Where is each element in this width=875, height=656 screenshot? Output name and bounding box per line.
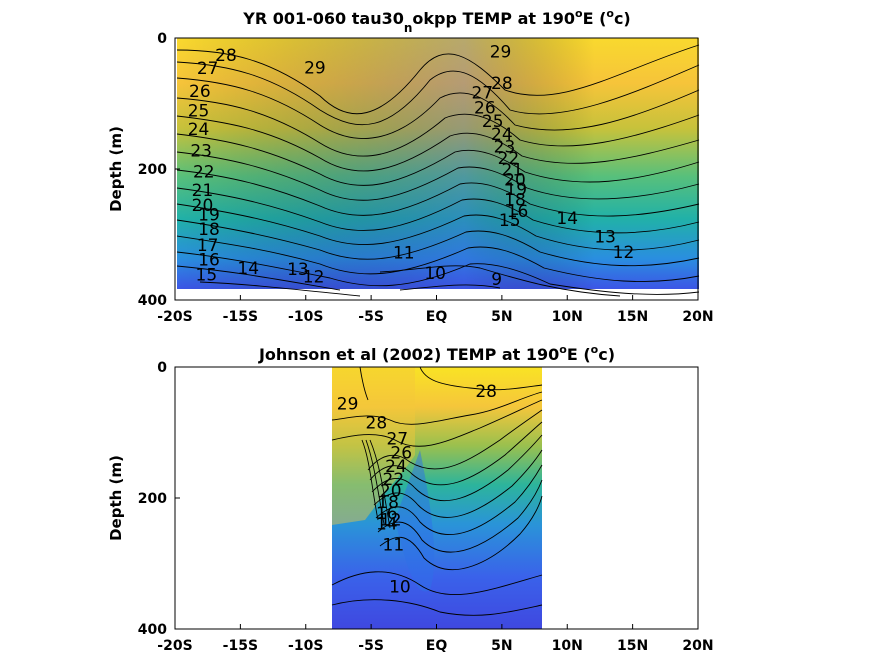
panel-1-xticks: -20S -15S -10S -5S EQ 5N 10N 15N 20N	[157, 295, 714, 325]
contour-label: 27	[386, 429, 408, 449]
x-tick-label: -20S	[157, 309, 192, 325]
contour-label: 10	[424, 264, 446, 284]
contour-label: 22	[498, 149, 520, 169]
x-tick-label: -15S	[223, 309, 258, 325]
panel-2-ylabel: Depth (m)	[107, 455, 125, 541]
contour-label: 29	[337, 395, 359, 415]
contour-label: 20	[192, 196, 214, 216]
y-tick-label: 200	[138, 162, 167, 178]
contour-label: 18	[504, 191, 526, 211]
panel-1-field	[177, 38, 699, 289]
panel-1-ylabel: Depth (m)	[107, 126, 125, 212]
y-tick-label: 200	[138, 491, 167, 507]
contour-label: 21	[502, 161, 524, 181]
contour-label: 24	[491, 125, 513, 145]
panel-2-field	[332, 367, 542, 629]
x-tick-label: -5S	[358, 638, 384, 654]
contour-label: 18	[377, 493, 399, 513]
contour-label: 18	[198, 220, 220, 240]
y-tick-label: 400	[138, 622, 167, 638]
panel-1-yticks: 0 200 400	[138, 31, 180, 309]
contour-label: 11	[393, 244, 415, 264]
contour-label: 26	[189, 82, 211, 102]
x-tick-label: 5N	[491, 638, 512, 654]
panel-2-cold-dome	[395, 450, 435, 592]
panel-2-yticks: 0 200 400	[138, 360, 180, 638]
panel-2-contour-lines	[331, 366, 543, 616]
x-tick-label: 10N	[552, 309, 583, 325]
x-tick-label: 15N	[617, 309, 648, 325]
x-tick-label: -20S	[157, 638, 192, 654]
contour-label: 14	[556, 209, 578, 229]
contour-label: 16	[507, 202, 529, 222]
contour-label: 13	[594, 227, 616, 247]
x-tick-label: 10N	[552, 638, 583, 654]
contour-label: 19	[198, 206, 220, 226]
contour-label: 14	[237, 259, 259, 279]
x-tick-label: -15S	[223, 638, 258, 654]
contour-label: 28	[366, 414, 388, 434]
contour-label: 9	[491, 270, 502, 290]
contour-label: 27	[197, 59, 219, 79]
contour-label: 27	[471, 83, 493, 103]
contour-label: 22	[383, 470, 405, 490]
x-tick-label: -10S	[288, 309, 323, 325]
panel-1-field-shade	[177, 38, 699, 289]
contour-label: 22	[193, 163, 215, 183]
contour-label: 29	[304, 58, 326, 78]
contour-label: 29	[490, 43, 512, 63]
x-tick-label: EQ	[426, 638, 448, 654]
contour-label: 28	[491, 74, 513, 94]
contour-label: 24	[188, 120, 210, 140]
y-tick-label: 0	[157, 360, 167, 376]
panel-1-title: YR 001-060 tau30nokpp TEMP at 190oE (oc)	[242, 7, 630, 35]
x-tick-label: EQ	[426, 309, 448, 325]
contour-label: 13	[287, 260, 309, 280]
contour-label: 15	[196, 265, 218, 285]
contour-label: 28	[215, 46, 237, 66]
contour-label: 20	[504, 170, 526, 190]
contour-label: 25	[188, 102, 210, 122]
y-tick-label: 0	[157, 31, 167, 47]
contour-label: 23	[494, 138, 516, 158]
panel-1: YR 001-060 tau30nokpp TEMP at 190oE (oc)	[107, 7, 714, 325]
contour-label: 26	[474, 98, 496, 118]
contour-label: 26	[390, 444, 412, 464]
contour-label: 19	[505, 180, 527, 200]
x-tick-label: 20N	[682, 309, 713, 325]
contour-label: 10	[389, 577, 411, 597]
contour-label: 24	[385, 457, 407, 477]
contour-label: 23	[190, 142, 212, 162]
x-tick-label: 20N	[682, 638, 713, 654]
panel-2-title: Johnson et al (2002) TEMP at 190oE (oc)	[258, 343, 615, 364]
contour-label: 20	[380, 482, 402, 502]
contour-label: 12	[613, 243, 635, 263]
x-tick-label: 5N	[491, 309, 512, 325]
contour-label: 16	[198, 250, 220, 270]
contour-label: 11	[383, 535, 405, 555]
x-tick-label: 15N	[617, 638, 648, 654]
y-tick-label: 400	[138, 293, 167, 309]
panel-2: Johnson et al (2002) TEMP at 190oE (oc)	[107, 343, 714, 654]
contour-label: 15	[499, 211, 521, 231]
panel-2-warm-tongue	[332, 367, 415, 525]
contour-label: 12	[303, 267, 325, 287]
contour-label: 16	[376, 504, 398, 524]
contour-label: 12	[380, 511, 402, 531]
panel-1-contour-lines	[176, 44, 700, 297]
contour-label: 28	[475, 382, 497, 402]
contour-label: 14	[376, 514, 398, 534]
contour-label: 17	[197, 236, 219, 256]
contour-label: 25	[482, 112, 504, 132]
panel-2-xticks: -20S -15S -10S -5S EQ 5N 10N 15N 20N	[157, 624, 714, 654]
x-tick-label: -10S	[288, 638, 323, 654]
x-tick-label: -5S	[358, 309, 384, 325]
contour-label: 21	[192, 181, 214, 201]
